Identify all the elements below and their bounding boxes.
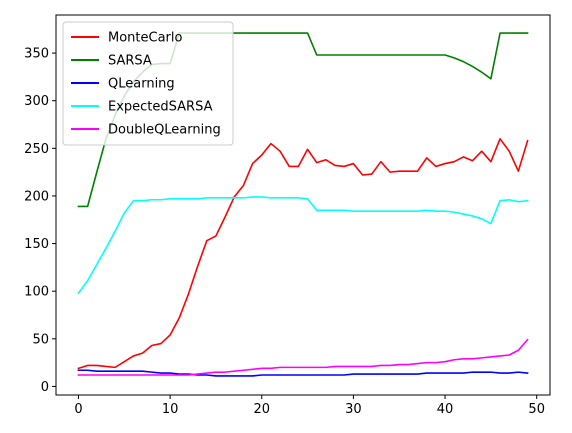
series-line-montecarlo [77,138,529,370]
legend: MonteCarlo SARSA QLearning ExpectedSARSA Dou… [62,21,234,146]
y-tick-label: 350 [24,47,49,62]
legend-label-sarsa: SARSA [108,54,152,69]
legend-label-montecarlo: MonteCarlo [108,31,183,46]
y-tick-label: 200 [24,189,49,204]
legend-box [62,21,234,146]
y-tick-label: 100 [24,285,49,300]
axes-layer: 0 10 20 30 40 50 0 50 100 150 200 250 300 350 [24,14,551,417]
x-tick-label: 40 [437,402,454,417]
series-line-expectedsarsa [77,196,529,295]
x-tick-label: 30 [345,402,362,417]
y-tick-label: 150 [24,237,49,252]
y-tick-label: 50 [32,332,49,347]
series-line-doubleqlearning [77,338,529,376]
x-tick-label: 10 [162,402,179,417]
x-tick-label: 0 [74,402,82,417]
y-tick-label: 300 [24,94,49,109]
y-tick-label: 250 [24,142,49,157]
series-line-qlearning [77,369,529,377]
y-tick-label: 0 [41,380,49,395]
x-tick-label: 20 [253,402,270,417]
legend-label-doubleqlearning: DoubleQLearning [108,123,221,138]
legend-label-qlearning: QLearning [108,77,175,92]
legend-label-expectedsarsa: ExpectedSARSA [108,100,213,115]
plot-frame [55,14,551,396]
x-tick-label: 50 [528,402,545,417]
